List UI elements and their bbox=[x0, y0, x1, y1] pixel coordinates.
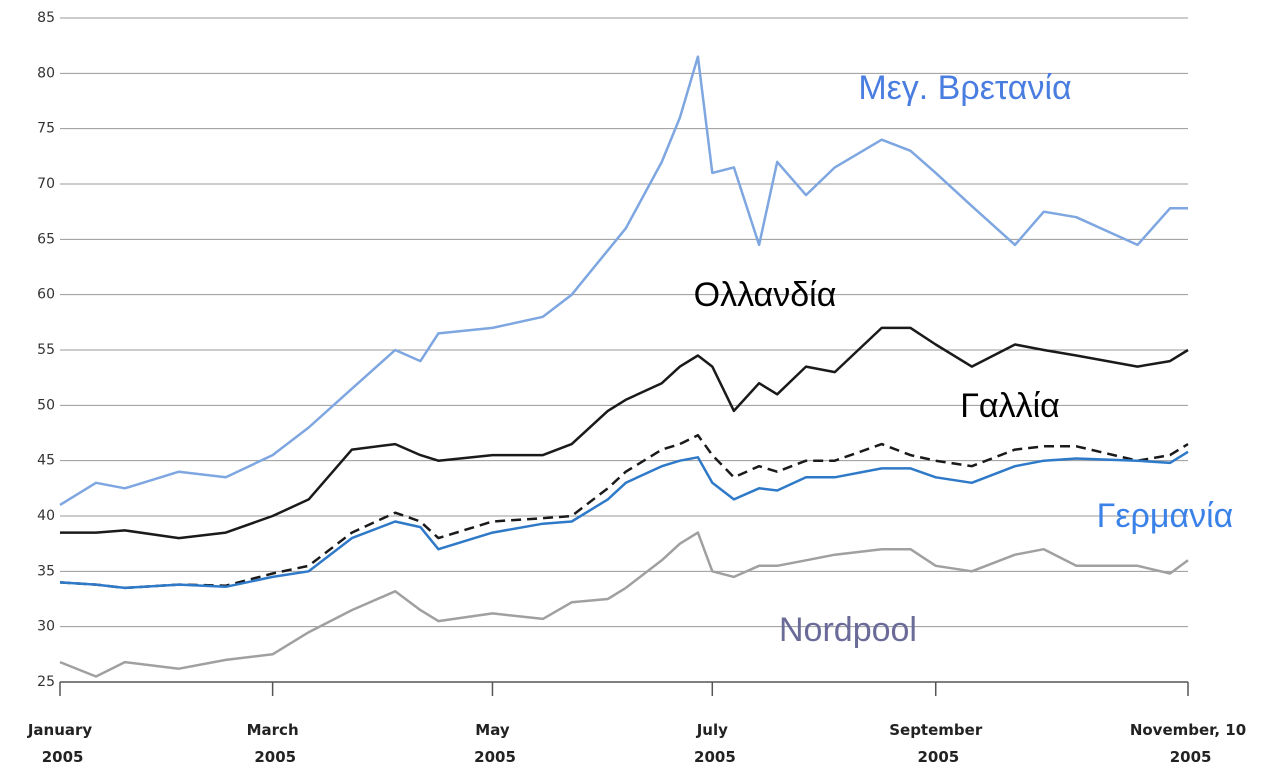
series-label: Γαλλία bbox=[960, 387, 1060, 425]
x-tick-label: March 2005 bbox=[247, 721, 299, 766]
series-label: Nordpool bbox=[779, 611, 917, 649]
y-tick-label: 35 bbox=[37, 563, 55, 579]
y-tick-label: 50 bbox=[37, 397, 55, 413]
x-tick-line: 2005 bbox=[249, 748, 296, 766]
x-tick-line: 2005 bbox=[689, 748, 736, 766]
x-tick-label: January 2005 bbox=[27, 721, 93, 766]
series-line bbox=[59, 55, 1188, 506]
x-tick-line: September bbox=[889, 721, 983, 739]
y-tick-label: 85 bbox=[37, 10, 55, 26]
y-tick-label: 65 bbox=[37, 231, 55, 247]
series-line bbox=[59, 450, 1189, 590]
y-tick-label: 75 bbox=[37, 121, 55, 137]
y-tick-label: 25 bbox=[37, 674, 55, 690]
series-line bbox=[60, 326, 1189, 540]
x-tick-line: July bbox=[696, 721, 728, 739]
x-tick-line: May bbox=[475, 721, 510, 739]
series-line bbox=[59, 433, 1189, 590]
x-tick-line: 2005 bbox=[469, 748, 516, 766]
y-tick-label: 45 bbox=[37, 453, 55, 469]
series-line bbox=[59, 531, 1189, 678]
series-label: Μεγ. Βρετανία bbox=[858, 69, 1071, 107]
x-tick-line: 2005 bbox=[1165, 748, 1212, 766]
y-tick-label: 40 bbox=[37, 508, 55, 524]
series-label: Γερμανία bbox=[1097, 497, 1234, 535]
series-label: Ολλανδία bbox=[694, 276, 837, 314]
y-tick-label: 30 bbox=[37, 619, 55, 635]
y-tick-label: 60 bbox=[37, 287, 55, 303]
x-tick-line: January bbox=[27, 721, 93, 739]
x-tick-label: May 2005 bbox=[469, 721, 516, 766]
x-tick-line: March bbox=[247, 721, 299, 739]
x-tick-label: September 2005 bbox=[889, 721, 983, 766]
x-tick-line: 2005 bbox=[912, 748, 959, 766]
x-tick-label: July 2005 bbox=[689, 721, 736, 766]
y-tick-label: 70 bbox=[37, 176, 55, 192]
x-tick-label: November, 10 2005 bbox=[1130, 721, 1246, 766]
x-tick-line: 2005 bbox=[37, 748, 84, 766]
x-tick-line: November, 10 bbox=[1130, 721, 1246, 739]
y-tick-label: 80 bbox=[37, 65, 55, 81]
y-tick-label: 55 bbox=[37, 342, 55, 358]
